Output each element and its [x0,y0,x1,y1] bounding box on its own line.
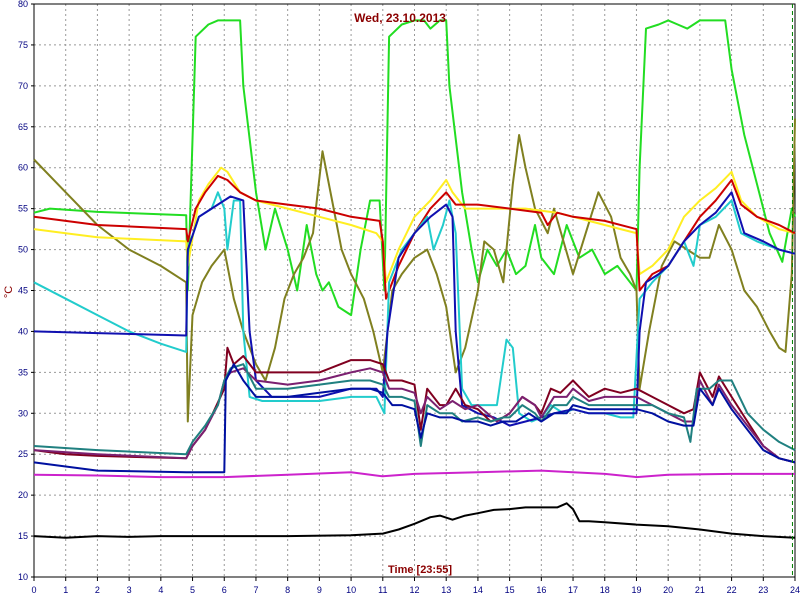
x-tick-label: 23 [758,585,768,595]
x-tick-label: 14 [473,585,483,595]
x-tick-label: 21 [695,585,705,595]
y-tick-label: 55 [18,204,28,214]
y-tick-label: 45 [18,286,28,296]
y-tick-label: 75 [18,40,28,50]
x-tick-label: 24 [790,585,800,595]
y-tick-label: 80 [18,0,28,9]
x-tick-label: 17 [568,585,578,595]
y-tick-label: 50 [18,245,28,255]
series-line-10 [33,363,796,474]
y-tick-label: 15 [18,531,28,541]
x-tick-label: 5 [190,585,195,595]
y-tick-label: 65 [18,122,28,132]
x-tick-label: 15 [505,585,515,595]
x-axis-label: Time [23:55] [388,564,452,576]
y-tick-label: 70 [18,81,28,91]
series-line-4 [33,174,796,300]
series-line-6 [33,191,796,427]
y-tick-label: 60 [18,163,28,173]
series-line-12 [33,502,796,539]
y-axis-ticks: 10 15 20 25 30 35 40 45 50 55 60 65 70 75 80 [18,0,34,582]
x-tick-label: 18 [600,585,610,595]
x-tick-label: 16 [536,585,546,595]
x-tick-label: 1 [63,585,68,595]
series-line-7 [33,346,796,464]
y-tick-label: 10 [18,572,28,582]
x-tick-label: 9 [317,585,322,595]
y-tick-label: 20 [18,490,28,500]
series-line-3 [33,166,796,284]
y-tick-label: 30 [18,408,28,418]
x-axis-ticks: 0 1 2 3 4 5 6 7 8 9 10 11 12 13 14 15 16 17 18 19 20 21 22 23 24 [31,577,800,595]
x-tick-label: 7 [253,585,258,595]
x-tick-label: 12 [409,585,419,595]
grid-lines [33,3,796,578]
x-tick-label: 2 [95,585,100,595]
chart-title: Wed, 23.10.2013 [354,11,446,25]
y-tick-label: 40 [18,326,28,336]
y-tick-label: 25 [18,449,28,459]
x-tick-label: 0 [31,585,36,595]
x-tick-label: 6 [222,585,227,595]
series-line-9 [33,363,796,456]
series-layer [33,19,796,539]
series-line-11 [33,469,795,479]
x-tick-label: 3 [127,585,132,595]
x-tick-label: 19 [631,585,641,595]
x-tick-label: 11 [378,585,387,595]
x-tick-label: 13 [441,585,451,595]
x-tick-label: 10 [346,585,356,595]
x-tick-label: 20 [663,585,673,595]
x-tick-label: 8 [285,585,290,595]
series-line-1 [33,19,796,317]
y-tick-label: 35 [18,367,28,377]
x-tick-label: 22 [727,585,737,595]
y-axis-label: °C [3,286,15,298]
x-tick-label: 4 [158,585,163,595]
series-line-2 [33,118,796,423]
